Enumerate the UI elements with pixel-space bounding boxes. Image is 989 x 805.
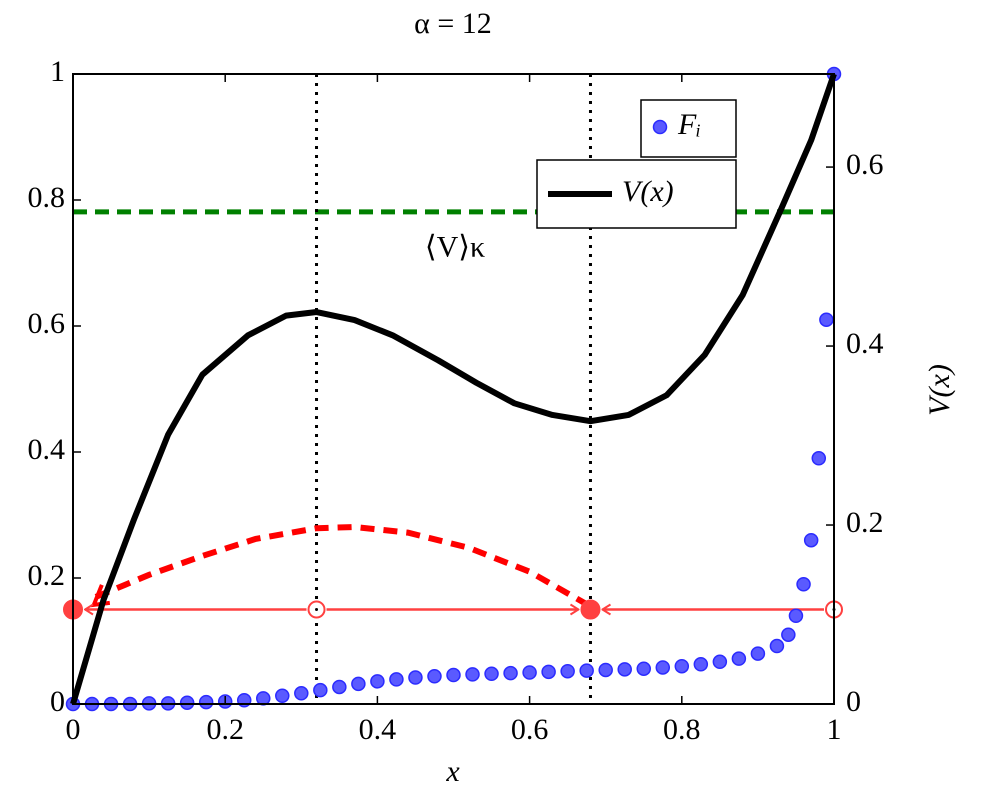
x-tick-label: 0.8	[663, 713, 701, 746]
x-tick-label: 0.4	[359, 713, 397, 746]
y2-axis-label: V(x)	[923, 364, 956, 416]
data-point	[579, 663, 594, 678]
data-point	[256, 691, 271, 706]
data-point	[693, 657, 709, 672]
transition-arc	[94, 523, 592, 609]
data-point	[198, 694, 214, 710]
y-tick-label: 0.6	[28, 307, 66, 340]
data-point	[294, 686, 309, 701]
data-point	[370, 674, 385, 689]
axes-frame	[72, 73, 835, 705]
data-point	[617, 662, 632, 677]
data-point	[655, 660, 671, 675]
data-point	[819, 312, 834, 327]
data-point	[351, 676, 366, 692]
data-point	[781, 627, 796, 642]
data-point	[769, 638, 785, 654]
y2-tick-label: 0.4	[846, 327, 884, 360]
legend-label: Fᵢ	[677, 108, 701, 141]
chart-title: α = 12	[414, 7, 492, 40]
data-point	[275, 688, 290, 704]
y2-tick-label: 0.2	[846, 506, 884, 539]
data-point	[750, 646, 766, 661]
data-point	[731, 651, 747, 666]
x-axis-label: x	[445, 755, 460, 788]
plot-area: ⟨V⟩κ	[63, 66, 843, 712]
data-point	[541, 664, 556, 680]
data-point	[522, 665, 537, 680]
y-tick-label: 0.2	[28, 559, 66, 592]
data-point	[313, 682, 328, 698]
data-point	[712, 654, 728, 670]
data-line	[70, 73, 837, 705]
unstable-center	[315, 608, 319, 611]
data-point	[788, 608, 804, 624]
data-point	[179, 695, 195, 710]
data-point	[408, 670, 423, 685]
data-point	[636, 661, 651, 676]
data-point	[674, 658, 690, 674]
x-tick-label: 1	[827, 713, 842, 746]
y2-tick-label: 0	[846, 685, 861, 718]
data-point	[503, 665, 518, 681]
legend: Fᵢ V(x)	[536, 99, 737, 229]
x-tick-label: 0.6	[511, 713, 549, 746]
data-point	[598, 662, 613, 678]
stable-point	[580, 599, 601, 620]
y-tick-label: 0.8	[28, 181, 66, 214]
data-point	[811, 451, 827, 466]
legend-marker	[652, 119, 668, 135]
x-tick-label: 0	[66, 713, 81, 746]
data-point	[446, 667, 461, 683]
y2-tick-label: 0.6	[846, 148, 884, 181]
y-tick-label: 0	[50, 685, 65, 718]
data-point	[389, 672, 404, 687]
y-tick-label: 1	[50, 55, 65, 88]
data-point	[465, 667, 480, 682]
x-tick-label: 0.2	[206, 713, 244, 746]
data-point	[803, 532, 819, 548]
legend-label: V(x)	[622, 175, 674, 208]
reference-label: ⟨V⟩κ	[425, 231, 485, 264]
data-point	[427, 669, 442, 684]
y-tick-label: 0.4	[28, 433, 66, 466]
data-point	[332, 679, 347, 695]
data-point	[796, 577, 811, 592]
data-point	[484, 666, 499, 682]
data-point	[560, 663, 575, 679]
